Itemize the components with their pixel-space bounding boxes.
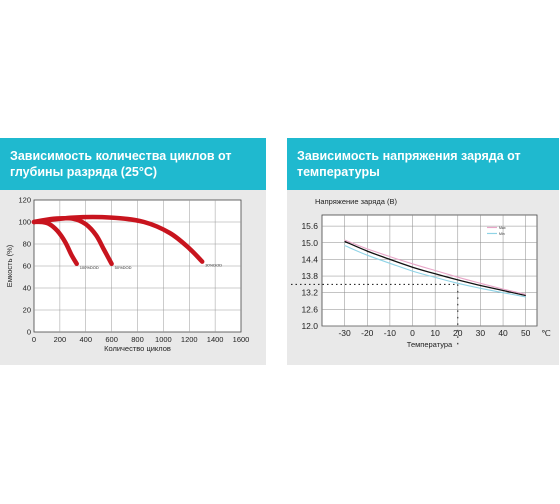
y-tick-label: 12.0 — [301, 321, 318, 331]
series-label: 100%DOD — [80, 265, 99, 270]
x-tick-label: 40 — [498, 328, 508, 338]
series-line-pink — [344, 239, 526, 295]
x-tick-label: 400 — [79, 335, 92, 344]
x-tick-label: 0 — [32, 335, 36, 344]
voltage-chart-panel: Зависимость напряжения заряда от темпера… — [287, 138, 559, 365]
y-tick-label: 12.6 — [301, 304, 318, 314]
x-tick-label: 30 — [476, 328, 486, 338]
y-tick-label: 40 — [23, 284, 31, 293]
x-tick-label: -10 — [384, 328, 397, 338]
cycles-chart-panel: Зависимость количества циклов от глубины… — [0, 138, 266, 365]
cycles-chart-svg: 0 200 400 600 800 1000 1200 1400 1600 0 20 40 60 80 10… — [5, 196, 250, 354]
voltage-chart-svg: Напряжение заряда (В) -30 -20 -10 0 10 20 30 40 5… — [291, 197, 551, 349]
series-label: 30%DOD — [205, 263, 222, 268]
x-tick-label: -30 — [338, 328, 351, 338]
voltage-chart-header: Зависимость напряжения заряда от темпера… — [287, 138, 559, 190]
x-tick-label: 1000 — [155, 335, 172, 344]
y-tick-label: 60 — [23, 262, 31, 271]
y-tick-label: 13.2 — [301, 288, 318, 298]
y-tick-label: 15.6 — [301, 221, 318, 231]
x-axis-label: Количество циклов — [104, 344, 171, 353]
x-tick-label: 1400 — [207, 335, 224, 344]
x-tick-label: 0 — [410, 328, 415, 338]
cycles-chart-header: Зависимость количества циклов от глубины… — [0, 138, 266, 190]
x-tick-label: 200 — [54, 335, 67, 344]
x-tick-label: 1600 — [233, 335, 250, 344]
legend-label: Min — [499, 232, 505, 236]
x-tick-label: 20 — [453, 328, 463, 338]
x-tick-label: 800 — [131, 335, 144, 344]
y-tick-label: 0 — [27, 328, 31, 337]
y-tick-label: 100 — [18, 218, 31, 227]
y-tick-label: 13.8 — [301, 271, 318, 281]
x-axis-label: Температура — [407, 340, 453, 349]
voltage-chart-body: Напряжение заряда (В) -30 -20 -10 0 10 20 30 40 5… — [287, 190, 559, 365]
x-tick-label: 1200 — [181, 335, 198, 344]
series-label: 50%DOD — [115, 265, 132, 270]
x-tick-label: 50 — [521, 328, 531, 338]
x-tick-label: -20 — [361, 328, 374, 338]
cycles-chart-body: 0 200 400 600 800 1000 1200 1400 1600 0 20 40 60 80 10… — [0, 190, 266, 365]
y-tick-label: 120 — [18, 196, 31, 205]
x-axis-unit: ℃ — [541, 328, 551, 338]
y-axis-label: Емкость (%) — [5, 244, 14, 287]
legend-label: Max — [499, 226, 506, 230]
x-tick-label: 600 — [105, 335, 118, 344]
x-tick-label: 10 — [430, 328, 440, 338]
series-line-30-pct-dod — [31, 214, 205, 264]
y-axis-title: Напряжение заряда (В) — [315, 197, 397, 206]
y-tick-label: 15.0 — [301, 238, 318, 248]
plot-area — [321, 214, 538, 327]
series-line-cyan — [344, 244, 526, 298]
y-tick-label: 80 — [23, 240, 31, 249]
y-tick-label: 14.4 — [301, 254, 318, 264]
series-line-black — [344, 240, 526, 297]
y-tick-label: 20 — [23, 306, 31, 315]
